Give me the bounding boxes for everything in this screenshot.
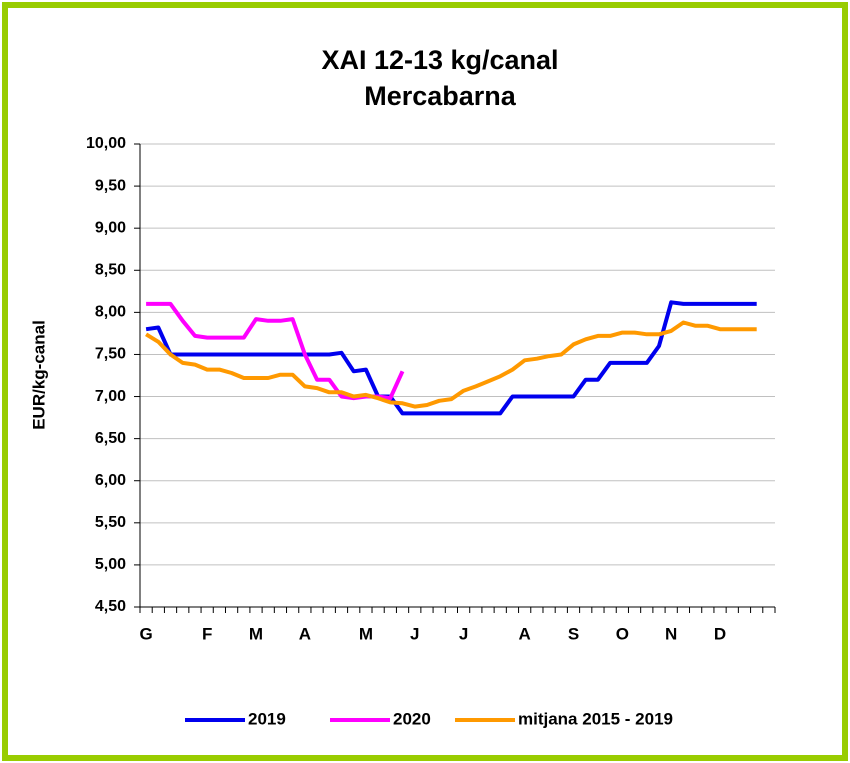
- chart-subtitle: Mercabarna: [364, 81, 517, 111]
- x-tick-label: M: [359, 624, 373, 643]
- x-tick-label: M: [249, 624, 263, 643]
- y-tick-label: 7,00: [95, 388, 126, 405]
- x-tick-label: O: [616, 624, 629, 643]
- legend-label: 2020: [393, 709, 431, 728]
- x-tick-label: A: [299, 624, 311, 643]
- y-axis-label: EUR/kg-canal: [29, 320, 48, 430]
- x-tick-label: S: [568, 624, 579, 643]
- x-tick-label: G: [139, 624, 152, 643]
- y-tick-label: 8,50: [95, 261, 126, 278]
- x-tick-label: J: [410, 624, 419, 643]
- x-tick-label: J: [459, 624, 468, 643]
- y-tick-label: 9,00: [95, 219, 126, 236]
- y-tick-label: 10,00: [86, 135, 126, 152]
- y-tick-label: 6,00: [95, 472, 126, 489]
- y-tick-label: 5,50: [95, 514, 126, 531]
- series-line: [145, 320, 757, 409]
- x-tick-label: A: [519, 624, 531, 643]
- y-tick-label: 8,00: [95, 304, 126, 321]
- y-tick-label: 7,50: [95, 346, 126, 363]
- x-tick-label: F: [202, 624, 212, 643]
- chart-title: XAI 12-13 kg/canal: [321, 45, 558, 75]
- x-tick-label: N: [665, 624, 677, 643]
- x-tick-label: D: [714, 624, 726, 643]
- y-tick-label: 5,00: [95, 556, 126, 573]
- legend-label: mitjana 2015 - 2019: [518, 709, 673, 728]
- y-tick-label: 9,50: [95, 177, 126, 194]
- y-tick-label: 6,50: [95, 430, 126, 447]
- legend-label: 2019: [248, 709, 286, 728]
- series-line: [145, 300, 757, 416]
- y-tick-label: 4,50: [95, 598, 126, 615]
